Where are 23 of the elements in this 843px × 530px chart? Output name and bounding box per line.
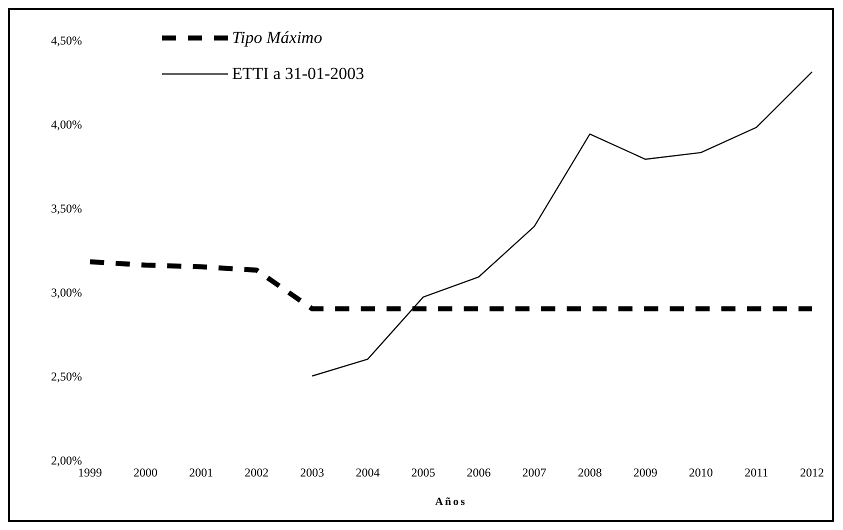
y-tick-label: 2,50%	[51, 369, 82, 384]
x-tick-label: 2002	[244, 466, 269, 480]
x-tick-label: 2005	[411, 466, 436, 480]
x-tick-label: 2009	[633, 466, 658, 480]
x-tick-label: 2010	[688, 466, 713, 480]
x-tick-label: 2011	[744, 466, 768, 480]
x-tick-label: 2006	[466, 466, 491, 480]
y-tick-label: 4,50%	[51, 33, 82, 48]
x-tick-label: 2003	[300, 466, 324, 480]
x-tick-label: 2007	[522, 466, 546, 480]
x-tick-label: 2008	[578, 466, 602, 480]
x-axis-title: Años	[435, 496, 467, 508]
x-tick-label: 1999	[78, 466, 102, 480]
y-tick-label: 3,00%	[51, 285, 82, 300]
x-tick-label: 2000	[134, 466, 158, 480]
y-tick-label: 2,00%	[51, 453, 82, 468]
y-tick-label: 3,50%	[51, 201, 82, 216]
legend-label: Tipo Máximo	[232, 28, 322, 48]
legend-label: ETTI a 31-01-2003	[232, 64, 364, 84]
y-tick-label: 4,00%	[51, 117, 82, 132]
x-tick-label: 2012	[800, 466, 824, 480]
x-tick-label: 2004	[356, 466, 380, 480]
x-tick-label: 2001	[189, 466, 214, 480]
